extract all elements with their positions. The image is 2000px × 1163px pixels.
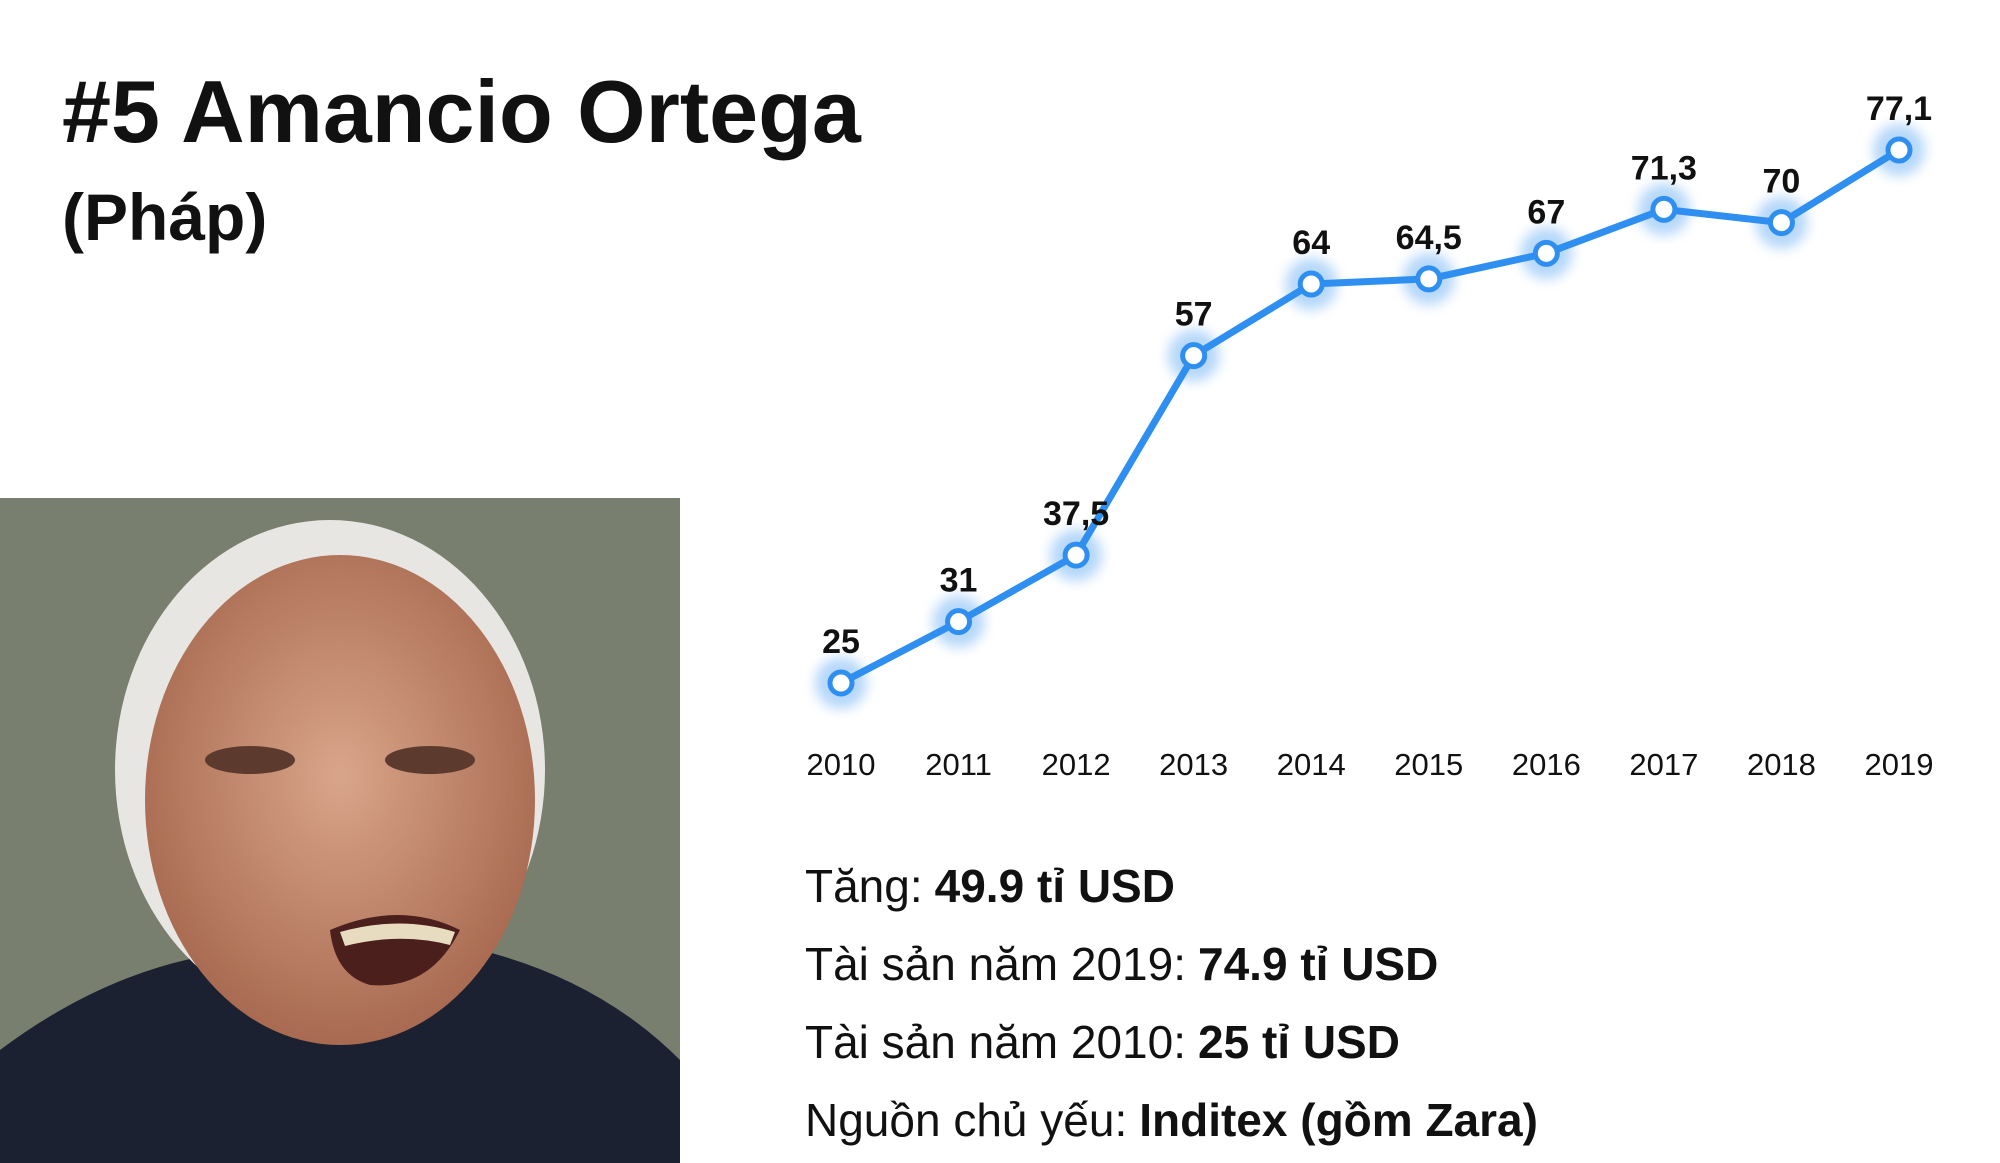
x-tick-label: 2019 xyxy=(1865,747,1934,782)
point xyxy=(1885,136,1913,164)
point xyxy=(1297,270,1325,298)
point xyxy=(945,608,973,636)
detail-line: Tài sản năm 2010: 25 tỉ USD xyxy=(805,1016,1400,1068)
x-tick-label: 2010 xyxy=(807,747,876,782)
point xyxy=(1532,239,1560,267)
x-tick-label: 2011 xyxy=(925,747,992,782)
data-label: 57 xyxy=(1175,296,1213,334)
x-tick-label: 2014 xyxy=(1277,747,1346,782)
x-tick-label: 2018 xyxy=(1747,747,1816,782)
title: #5 Amancio Ortega xyxy=(62,62,862,161)
detail-label: Nguồn chủ yếu: xyxy=(805,1094,1127,1146)
detail-line: Nguồn chủ yếu: Inditex (gồm Zara) xyxy=(805,1094,1538,1146)
point xyxy=(827,669,855,697)
x-tick-label: 2016 xyxy=(1512,747,1581,782)
data-label: 77,1 xyxy=(1866,90,1932,128)
x-tick-label: 2015 xyxy=(1394,747,1463,782)
point xyxy=(1650,195,1678,223)
point xyxy=(1180,342,1208,370)
details: Tăng: 49.9 tỉ USD Tài sản năm 2019: 74.9 tỉ… xyxy=(805,860,1538,1146)
data-label: 25 xyxy=(822,623,860,661)
x-tick-label: 2012 xyxy=(1042,747,1111,782)
detail-value: 49.9 tỉ USD xyxy=(935,860,1175,912)
x-tick-label: 2017 xyxy=(1629,747,1698,782)
detail-value: 74.9 tỉ USD xyxy=(1198,938,1438,990)
point xyxy=(1415,265,1443,293)
x-tick-label: 2013 xyxy=(1159,747,1228,782)
detail-line: Tài sản năm 2019: 74.9 tỉ USD xyxy=(805,938,1438,990)
detail-line: Tăng: 49.9 tỉ USD xyxy=(805,860,1175,912)
subtitle: (Pháp) xyxy=(62,180,267,254)
data-label: 31 xyxy=(940,562,978,600)
point xyxy=(1062,541,1090,569)
detail-label: Tài sản năm 2010: xyxy=(805,1016,1186,1068)
line-chart: 2010 2011 2012 2013 2014 2015 2016 2017 2018 2019… xyxy=(807,90,1934,782)
point xyxy=(1767,209,1795,237)
detail-value: 25 tỉ USD xyxy=(1198,1016,1400,1068)
photo xyxy=(0,498,680,1163)
data-label: 71,3 xyxy=(1631,149,1697,187)
detail-value: Inditex (gồm Zara) xyxy=(1139,1094,1538,1146)
detail-label: Tài sản năm 2019: xyxy=(805,938,1186,990)
data-label: 67 xyxy=(1527,193,1565,231)
data-label: 37,5 xyxy=(1043,495,1109,533)
series-line xyxy=(839,147,1901,687)
data-label: 64,5 xyxy=(1396,219,1462,257)
data-label: 70 xyxy=(1763,163,1801,201)
data-label: 64 xyxy=(1292,224,1330,262)
detail-label: Tăng: xyxy=(805,860,923,912)
